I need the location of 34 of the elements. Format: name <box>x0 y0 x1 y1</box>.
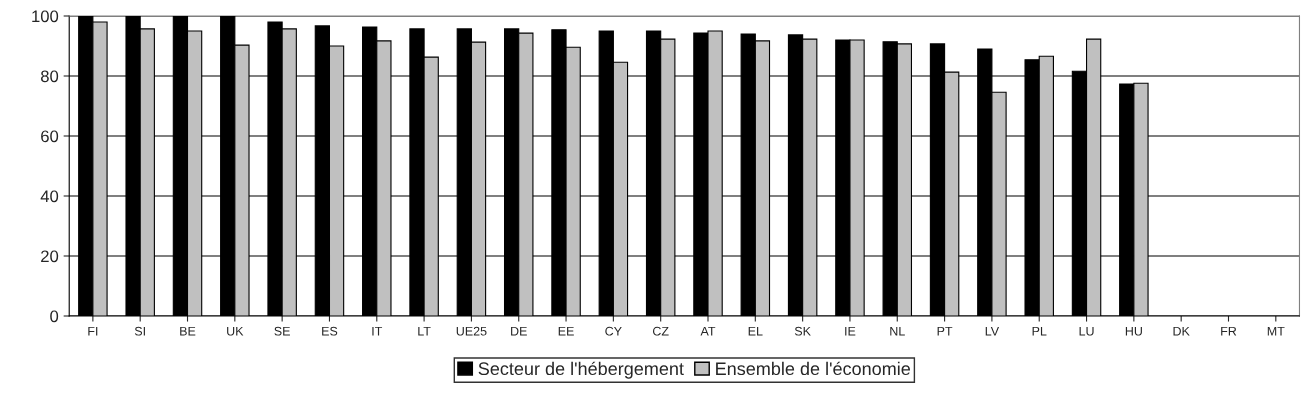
y-tick-label: 100 <box>32 10 59 23</box>
y-tick-label: 0 <box>50 310 59 323</box>
x-tick-label: EE <box>558 326 574 336</box>
x-tick-label: MT <box>1267 326 1285 336</box>
x-tick-label: UK <box>227 326 244 336</box>
x-tick-label: DK <box>1173 326 1190 336</box>
x-tick-label: UE25 <box>456 326 487 336</box>
x-tick-label: CY <box>605 326 622 336</box>
x-tick-label: FI <box>88 326 98 336</box>
y-tick-label: 60 <box>41 130 59 143</box>
x-tick-label: LT <box>418 326 431 336</box>
y-tick-label: 80 <box>40 70 59 83</box>
x-tick-label: CZ <box>652 326 669 336</box>
x-tick-label: SI <box>134 326 145 336</box>
x-tick-label: DE <box>511 326 527 336</box>
x-tick-label: IE <box>845 326 856 336</box>
x-tick-label: EL <box>748 326 763 336</box>
x-tick-label: SE <box>274 326 290 336</box>
x-tick-label: PL <box>1032 326 1047 336</box>
x-tick-label: AT <box>700 326 716 336</box>
x-tick-label: LV <box>985 326 1000 336</box>
x-tick-label: BE <box>180 326 196 336</box>
legend-label: Secteur de l'hébergement <box>478 361 684 379</box>
x-tick-label: PT <box>937 326 953 336</box>
x-tick-label: LU <box>1079 326 1094 336</box>
x-tick-label: HU <box>1125 326 1142 336</box>
legend-label: Ensemble de l'économie <box>716 361 910 376</box>
x-tick-label: IT <box>372 326 383 336</box>
y-tick-label: 20 <box>41 250 59 263</box>
x-tick-label: FR <box>1221 326 1237 336</box>
y-tick-label: 40 <box>40 190 59 203</box>
x-tick-label: ES <box>322 326 338 336</box>
x-tick-label: SK <box>794 326 811 336</box>
x-tick-label: NL <box>890 326 905 336</box>
